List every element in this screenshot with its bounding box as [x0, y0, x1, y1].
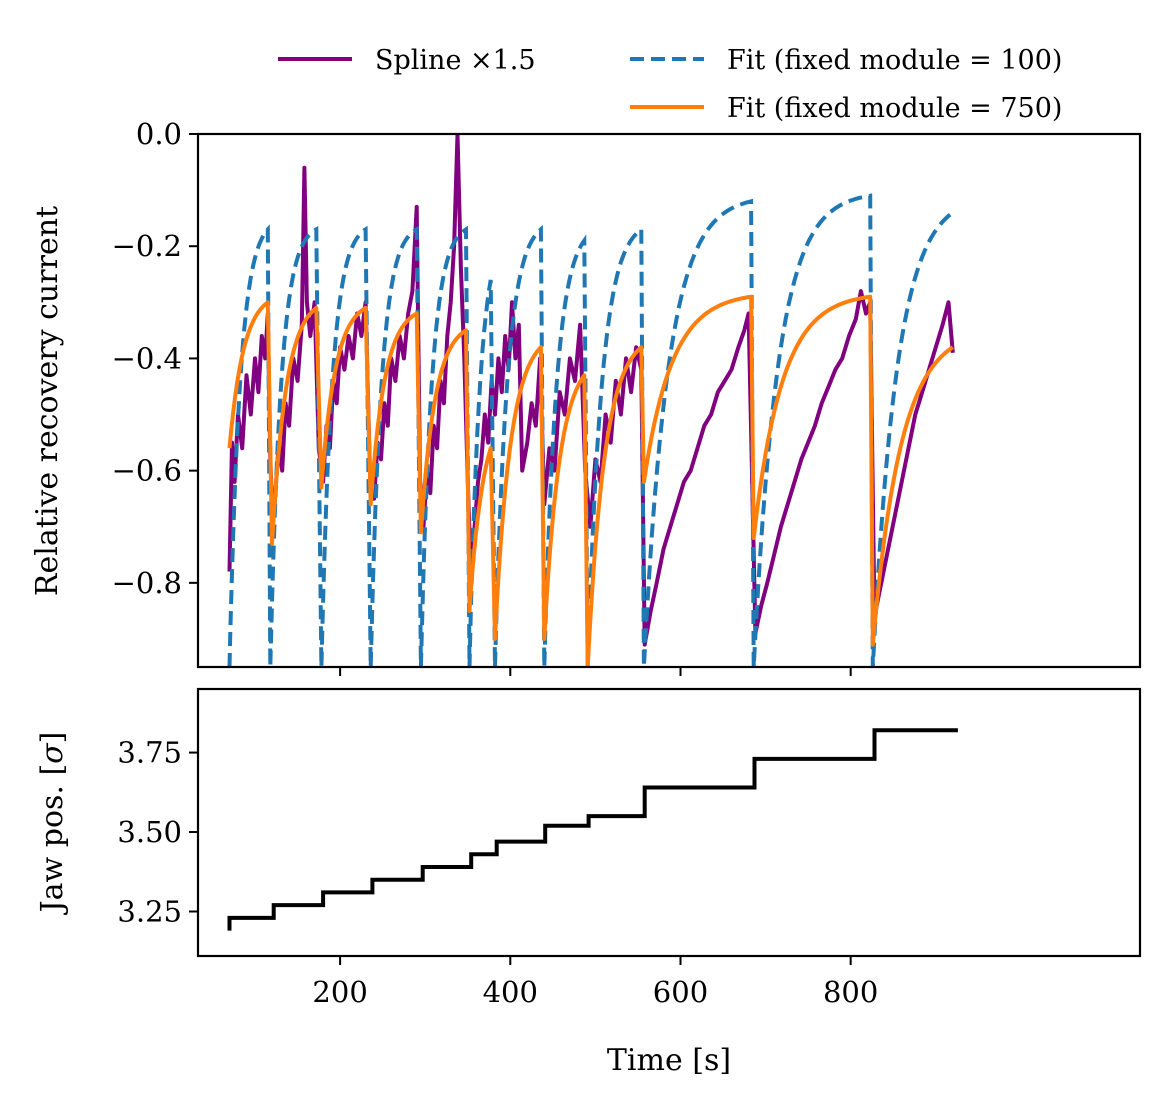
series-line-fit-100 — [227, 193, 955, 667]
legend-label-spline: Spline ×1.5 — [375, 45, 536, 76]
legend-label-fit-750: Fit (fixed module = 750) — [727, 93, 1062, 124]
top-axes-frame — [196, 132, 1142, 669]
bottom-x-tick-label: 600 — [653, 975, 708, 1009]
bottom-plot-area — [227, 728, 958, 931]
bottom-x-axis: 200 400 600 800 — [312, 956, 878, 1009]
bottom-y-axis-title: Jaw pos. [σ] — [35, 732, 70, 916]
legend: Spline ×1.5 Fit (fixed module = 100) Fit… — [278, 45, 1062, 124]
top-y-axis: −0.8 −0.6 −0.4 −0.2 0.0 — [112, 117, 198, 600]
top-y-tick-label: −0.8 — [112, 566, 182, 600]
x-axis-title: Time [s] — [607, 1043, 731, 1078]
top-plot-area — [227, 134, 955, 667]
top-y-tick-label: −0.4 — [112, 341, 182, 375]
top-panel: −0.8 −0.6 −0.4 −0.2 0.0 Relative recovery cu… — [30, 117, 1142, 676]
bottom-y-axis-title-symbol: σ — [35, 742, 70, 764]
top-y-tick-label: 0.0 — [136, 117, 182, 151]
top-y-tick-label: −0.6 — [112, 454, 182, 488]
bottom-y-axis: 3.25 3.50 3.75 — [117, 736, 198, 929]
series-line-jaw-position — [227, 728, 958, 931]
top-x-axis — [339, 667, 852, 676]
bottom-x-tick-label: 400 — [483, 975, 538, 1009]
bottom-x-tick-label: 200 — [312, 975, 367, 1009]
top-y-axis-title: Relative recovery current — [30, 206, 65, 596]
series-line-fit-750 — [227, 294, 954, 667]
bottom-y-axis-title-close: ] — [35, 732, 70, 744]
legend-label-fit-100: Fit (fixed module = 100) — [727, 45, 1062, 76]
bottom-y-axis-title-text: Jaw pos. [ — [35, 764, 70, 916]
bottom-panel: 3.25 3.50 3.75 200 400 600 800 Jaw pos. [σ] T… — [35, 687, 1142, 1078]
bottom-x-tick-label: 800 — [823, 975, 878, 1009]
top-y-tick-label: −0.2 — [112, 229, 182, 263]
bottom-y-tick-label: 3.50 — [117, 815, 182, 849]
bottom-y-tick-label: 3.75 — [117, 736, 182, 770]
bottom-y-tick-label: 3.25 — [117, 895, 182, 929]
bottom-axes-frame — [196, 687, 1142, 958]
